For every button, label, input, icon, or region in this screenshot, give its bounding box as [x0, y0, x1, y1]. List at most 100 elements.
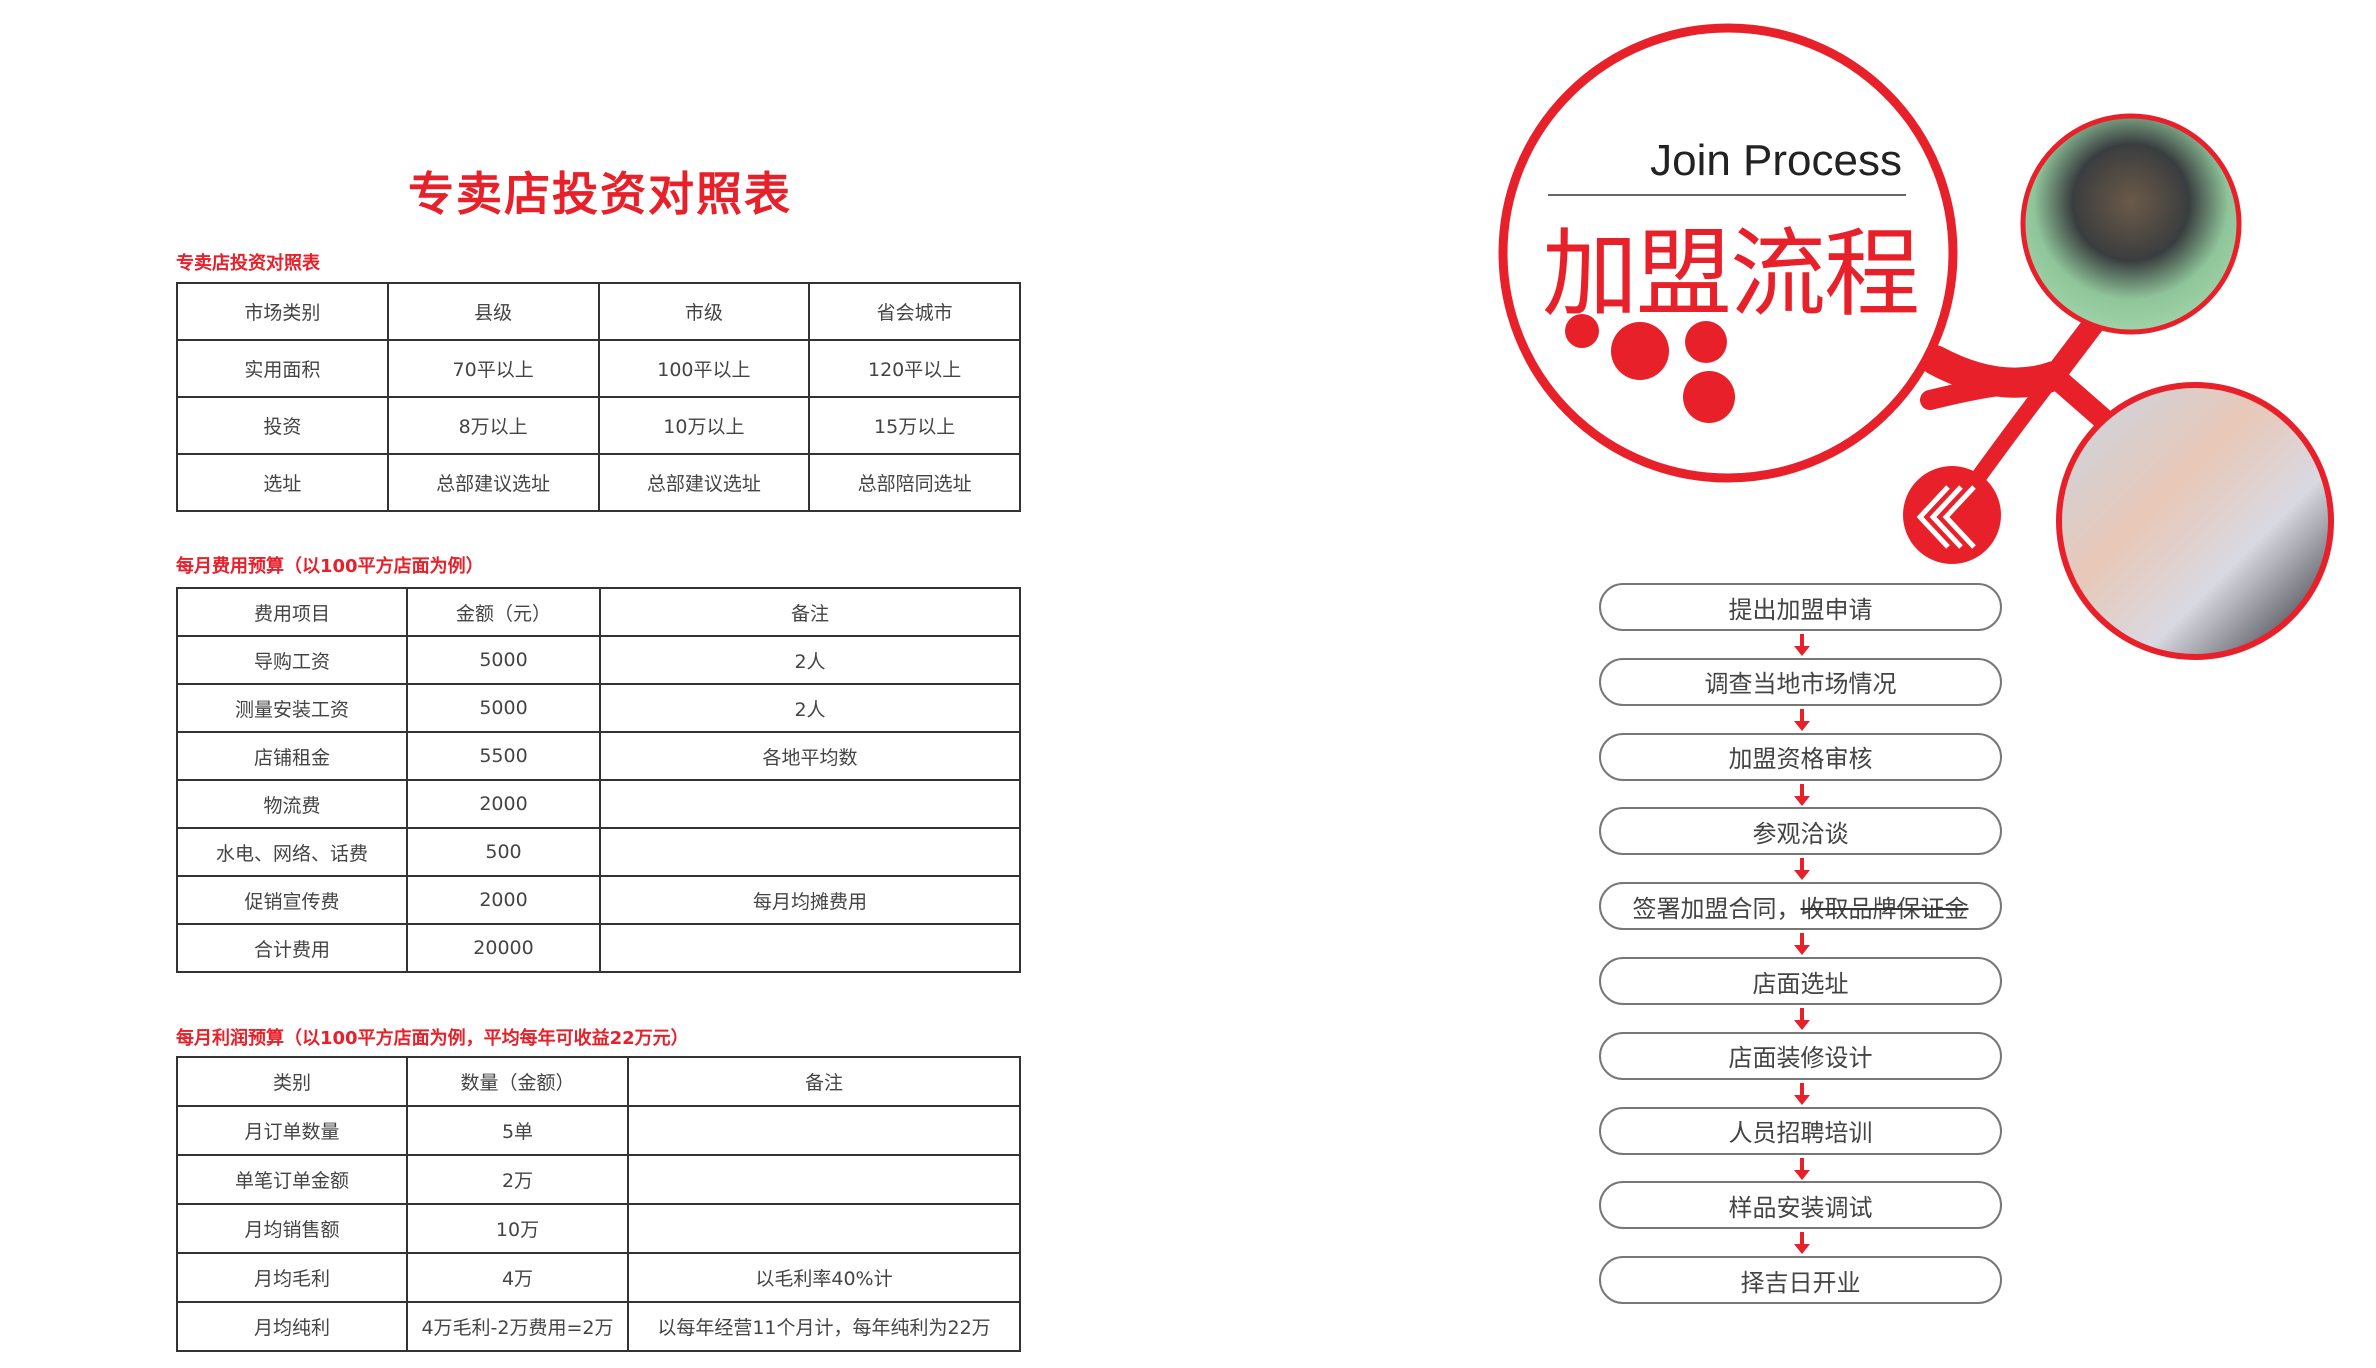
- arrow-down-icon: [1794, 1232, 1810, 1255]
- table-cell: 合计费用: [176, 923, 408, 973]
- table-cell: [599, 827, 1021, 877]
- table1-label: 专卖店投资对照表: [176, 253, 320, 274]
- arrow-down-icon: [1794, 1082, 1810, 1105]
- table-cell: 每月均摊费用: [599, 875, 1021, 925]
- process-step-text: 择吉日开业: [1740, 1268, 1861, 1297]
- process-step-struck-text: 收取品牌保证金: [1800, 894, 1969, 923]
- table-header-row: 市场类别 县级 市级 省会城市: [176, 282, 1021, 341]
- table-cell: 单笔订单金额: [176, 1154, 408, 1205]
- arrow-down-icon: [1794, 783, 1810, 806]
- column-header: 备注: [599, 587, 1021, 637]
- process-step: 店面装修设计: [1599, 1031, 2002, 1080]
- arrow-down-icon: [1794, 634, 1810, 656]
- process-step: 加盟资格审核: [1599, 732, 2002, 781]
- arrow-down-icon: [1794, 1157, 1810, 1180]
- table-cell: 实用面积: [176, 339, 389, 398]
- column-header: 备注: [627, 1056, 1021, 1107]
- process-step-text: 加盟资格审核: [1728, 745, 1873, 774]
- process-step-text: 店面装修设计: [1728, 1044, 1873, 1073]
- arrow-down-icon: [1794, 708, 1810, 731]
- table-row: 月订单数量 5单: [176, 1105, 1021, 1156]
- table-cell: 10万以上: [597, 396, 811, 455]
- process-step: 择吉日开业: [1599, 1256, 2002, 1305]
- table-cell: 2人: [599, 683, 1021, 733]
- teamwork-photo: [2020, 113, 2242, 335]
- monthly-profit-table: 类别 数量（金额） 备注 月订单数量 5单 单笔订单金额 2万 月均销售额 10万 月均毛利 4万以…: [176, 1056, 1021, 1352]
- table-cell: 月均毛利: [176, 1252, 408, 1303]
- table-cell: 2万: [406, 1154, 629, 1205]
- process-step: 样品安装调试: [1599, 1181, 2002, 1230]
- table-cell: 选址: [176, 453, 389, 512]
- chevron-left-icon: [1903, 466, 2001, 564]
- table-cell: [599, 779, 1021, 829]
- table-cell: 5单: [406, 1105, 629, 1156]
- table-cell: 2000: [406, 875, 601, 925]
- process-step: 调查当地市场情况: [1599, 657, 2002, 706]
- table-cell: 100平以上: [597, 339, 811, 398]
- table-cell: 以每年经营11个月计，每年纯利为22万: [627, 1301, 1021, 1352]
- table-row: 物流费 2000: [176, 779, 1021, 829]
- table-cell: 10万: [406, 1203, 629, 1254]
- decorative-dots: [1565, 314, 1735, 423]
- table-cell: 20000: [406, 923, 601, 973]
- column-header: 市级: [597, 282, 811, 341]
- table-header-row: 类别 数量（金额） 备注: [176, 1056, 1021, 1107]
- table-cell: 促销宣传费: [176, 875, 408, 925]
- table-row: 月均纯利 4万毛利-2万费用=2万 以每年经营11个月计，每年纯利为22万: [176, 1301, 1021, 1352]
- table-cell: 4万毛利-2万费用=2万: [406, 1301, 629, 1352]
- table-row: 月均毛利 4万 以毛利率40%计: [176, 1252, 1021, 1303]
- table-cell: 5000: [406, 635, 601, 685]
- process-step-text: 人员招聘培训: [1728, 1119, 1873, 1148]
- join-process-title-cn: 加盟流程: [1542, 218, 1920, 330]
- join-process-title-en: Join Process: [1650, 136, 1902, 185]
- column-header: 县级: [386, 282, 600, 341]
- table-cell: 月均纯利: [176, 1301, 408, 1352]
- table-cell: 物流费: [176, 779, 408, 829]
- table-cell: 导购工资: [176, 635, 408, 685]
- arrow-down-icon: [1794, 1008, 1810, 1030]
- table-cell: 2人: [599, 635, 1021, 685]
- table-cell: 总部建议选址: [386, 453, 600, 512]
- column-header: 省会城市: [808, 282, 1021, 341]
- process-step: 人员招聘培训: [1599, 1106, 2002, 1155]
- process-step: 签署加盟合同， 收取品牌保证金: [1599, 882, 2002, 931]
- table-row: 选址 总部建议选址 总部建议选址 总部陪同选址: [176, 453, 1021, 512]
- table-row: 单笔订单金额 2万: [176, 1154, 1021, 1205]
- table-row: 店铺租金 5500 各地平均数: [176, 731, 1021, 781]
- table-row: 导购工资 5000 2人: [176, 635, 1021, 685]
- table-cell: 15万以上: [808, 396, 1021, 455]
- table-row: 合计费用 20000: [176, 923, 1021, 973]
- column-header: 市场类别: [176, 282, 389, 341]
- table-cell: 500: [406, 827, 601, 877]
- table-cell: 投资: [176, 396, 389, 455]
- table-cell: 各地平均数: [599, 731, 1021, 781]
- table-cell: [627, 1105, 1021, 1156]
- column-header: 数量（金额）: [406, 1056, 629, 1107]
- process-step-text: 参观洽谈: [1752, 819, 1849, 848]
- table-row: 水电、网络、话费 500: [176, 827, 1021, 877]
- page-title: 专卖店投资对照表: [408, 167, 792, 221]
- table-cell: [627, 1203, 1021, 1254]
- process-step-text: 店面选址: [1752, 969, 1849, 998]
- table-cell: 水电、网络、话费: [176, 827, 408, 877]
- monthly-cost-table: 费用项目 金额（元） 备注 导购工资 5000 2人 测量安装工资 5000 2人 店铺租金 550…: [176, 587, 1021, 973]
- table3-label: 每月利润预算（以100平方店面为例，平均每年可收益22万元）: [176, 1028, 689, 1049]
- column-header: 费用项目: [176, 587, 408, 637]
- table-cell: 4万: [406, 1252, 629, 1303]
- table-row: 实用面积 70平以上 100平以上 120平以上: [176, 339, 1021, 398]
- table-header-row: 费用项目 金额（元） 备注: [176, 587, 1021, 637]
- column-header: 金额（元）: [406, 587, 601, 637]
- process-step-text: 提出加盟申请: [1728, 595, 1873, 624]
- handshake-photo: [2056, 382, 2334, 660]
- table-cell: 70平以上: [386, 339, 600, 398]
- process-step-text: 样品安装调试: [1728, 1193, 1873, 1222]
- table-cell: 5000: [406, 683, 601, 733]
- table-row: 投资 8万以上 10万以上 15万以上: [176, 396, 1021, 455]
- table-row: 促销宣传费 2000 每月均摊费用: [176, 875, 1021, 925]
- investment-comparison-table: 市场类别 县级 市级 省会城市 实用面积 70平以上 100平以上 120平以上 投资 8万以上 1…: [176, 282, 1021, 512]
- table-cell: 总部建议选址: [597, 453, 811, 512]
- process-step: 提出加盟申请: [1599, 583, 2002, 631]
- table-cell: [599, 923, 1021, 973]
- table2-label: 每月费用预算（以100平方店面为例）: [176, 556, 484, 577]
- table-cell: [627, 1154, 1021, 1205]
